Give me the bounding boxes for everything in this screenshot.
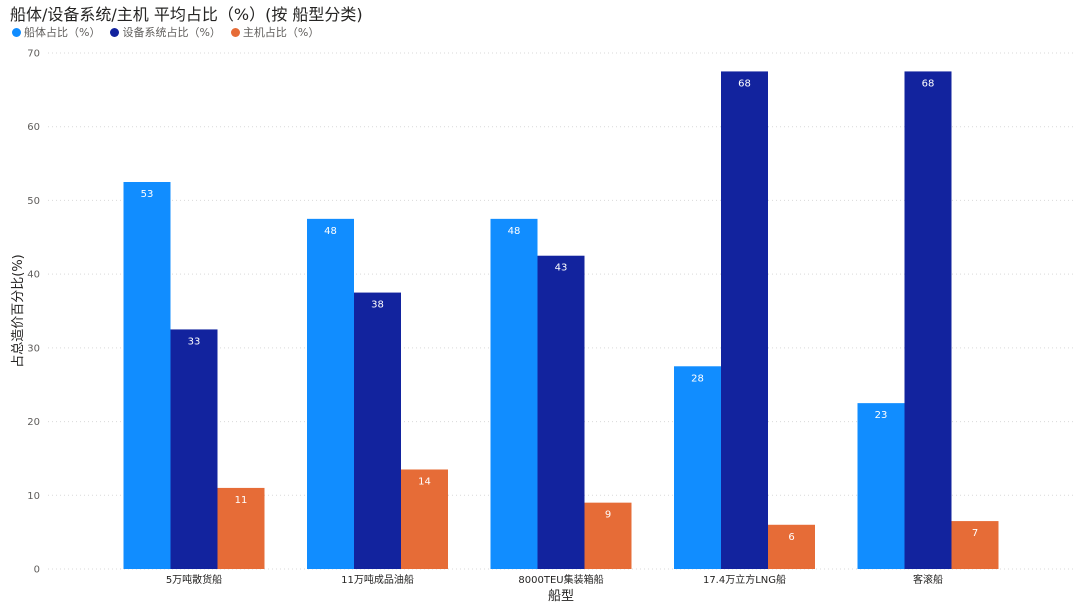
bar-s0-c2 xyxy=(490,218,538,569)
x-tick-4: 客滚船 xyxy=(913,573,943,586)
legend-label-hull: 船体占比（%） xyxy=(24,26,101,39)
y-tick-50: 50 xyxy=(27,196,40,207)
bar-s2-c4 xyxy=(951,521,999,569)
x-tick-3: 17.4万立方LNG船 xyxy=(703,573,786,586)
bar-s0-c4 xyxy=(857,403,905,569)
bar-s1-c3 xyxy=(721,71,768,569)
data-label-s0-c0: 53 xyxy=(141,189,154,200)
data-label-s2-c1: 14 xyxy=(418,476,431,487)
bar-series xyxy=(123,71,999,569)
data-label-s0-c3: 28 xyxy=(691,373,704,384)
data-label-s0-c2: 48 xyxy=(508,226,521,237)
y-tick-70: 70 xyxy=(27,49,40,60)
data-label-s2-c2: 9 xyxy=(605,510,611,521)
bar-s1-c2 xyxy=(537,255,585,569)
y-axis-title: 占总造价百分比(%) xyxy=(11,254,26,368)
bar-s1-c4 xyxy=(904,71,952,569)
chart-title: 船体/设备系统/主机 平均占比（%）(按 船型分类) xyxy=(10,5,363,24)
data-label-s1-c2: 43 xyxy=(555,263,568,274)
data-label-s2-c0: 11 xyxy=(235,495,248,506)
y-tick-0: 0 xyxy=(34,565,40,576)
y-tick-10: 10 xyxy=(27,491,40,502)
bar-s2-c3 xyxy=(768,524,815,569)
data-labels: 53 33 11 48 38 14 48 43 9 28 68 6 23 68 7 xyxy=(141,78,979,542)
bar-s2-c1 xyxy=(401,469,448,569)
bar-s2-c2 xyxy=(584,502,632,569)
data-label-s1-c4: 68 xyxy=(922,78,935,89)
data-label-s1-c3: 68 xyxy=(738,78,751,89)
bar-s1-c0 xyxy=(170,329,218,569)
x-tick-2: 8000TEU集装箱船 xyxy=(518,573,603,586)
bar-s0-c0 xyxy=(123,182,171,569)
data-label-s2-c3: 6 xyxy=(788,532,794,543)
data-label-s0-c4: 23 xyxy=(875,410,888,421)
data-label-s1-c1: 38 xyxy=(371,300,384,311)
data-label-s1-c0: 33 xyxy=(188,336,201,347)
data-label-s2-c4: 7 xyxy=(972,528,978,539)
x-axis-ticks: 5万吨散货船 11万吨成品油船 8000TEU集装箱船 17.4万立方LNG船 客滚船 xyxy=(166,573,943,586)
legend-item-engine[interactable]: 主机占比（%） xyxy=(230,24,320,40)
legend-marker-hull xyxy=(12,27,21,37)
bar-s0-c1 xyxy=(307,218,354,569)
bar-s2-c0 xyxy=(217,487,265,569)
y-tick-30: 30 xyxy=(27,343,40,354)
x-tick-0: 5万吨散货船 xyxy=(166,573,222,586)
legend-item-equipment[interactable]: 设备系统占比（%） xyxy=(110,24,221,40)
legend-marker-engine xyxy=(230,27,240,37)
y-tick-60: 60 xyxy=(27,122,40,133)
legend-label-engine: 主机占比（%） xyxy=(242,26,320,39)
y-tick-20: 20 xyxy=(27,417,40,428)
y-axis-ticks: 0 10 20 30 40 50 60 70 xyxy=(27,49,40,576)
bar-s1-c1 xyxy=(354,292,401,569)
x-axis-title: 船型 xyxy=(548,589,574,604)
legend-marker-equipment xyxy=(110,27,120,37)
bar-s0-c3 xyxy=(674,366,721,569)
x-tick-1: 11万吨成品油船 xyxy=(341,573,414,586)
legend: 船体占比（%） 设备系统占比（%） 主机占比（%） xyxy=(12,24,319,40)
data-label-s0-c1: 48 xyxy=(324,226,337,237)
legend-item-hull[interactable]: 船体占比（%） xyxy=(12,24,100,40)
y-tick-40: 40 xyxy=(27,270,40,281)
legend-label-equipment: 设备系统占比（%） xyxy=(122,26,221,39)
